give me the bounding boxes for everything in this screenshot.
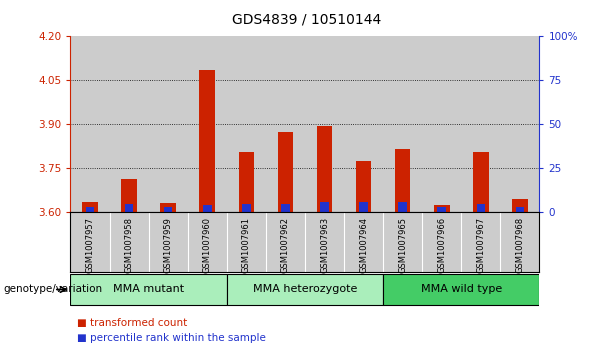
Bar (356, 161, 371, 212)
Bar (199, 70, 215, 212)
Text: GDS4839 / 10510144: GDS4839 / 10510144 (232, 13, 381, 27)
Text: GSM1007960: GSM1007960 (203, 217, 211, 273)
Text: MMA heterozygote: MMA heterozygote (253, 284, 357, 294)
Bar (512, 199, 528, 212)
Bar (473, 152, 489, 212)
Bar (398, 202, 407, 212)
Bar (238, 152, 254, 212)
Text: GSM1007964: GSM1007964 (359, 217, 368, 273)
Bar (516, 207, 524, 212)
Text: MMA wild type: MMA wild type (421, 284, 502, 294)
Bar (227, 274, 383, 305)
Bar (359, 202, 368, 212)
Bar (438, 207, 446, 212)
Bar (320, 202, 329, 212)
Text: GSM1007959: GSM1007959 (164, 217, 173, 273)
Text: genotype/variation: genotype/variation (3, 285, 102, 294)
Bar (121, 179, 137, 212)
Text: GSM1007963: GSM1007963 (320, 217, 329, 273)
Bar (278, 132, 293, 212)
Bar (164, 207, 172, 212)
Text: ■ transformed count: ■ transformed count (77, 318, 187, 328)
Text: GSM1007967: GSM1007967 (476, 217, 485, 273)
Text: ■ percentile rank within the sample: ■ percentile rank within the sample (77, 333, 265, 343)
Bar (125, 204, 134, 212)
Bar (86, 207, 94, 212)
Bar (161, 203, 176, 212)
Bar (242, 204, 251, 212)
Bar (317, 126, 332, 212)
Bar (383, 274, 539, 305)
Text: MMA mutant: MMA mutant (113, 284, 185, 294)
Text: GSM1007965: GSM1007965 (398, 217, 407, 273)
Bar (82, 202, 98, 212)
Bar (476, 204, 485, 212)
Bar (434, 205, 449, 212)
Bar (70, 274, 227, 305)
Text: GSM1007958: GSM1007958 (124, 217, 134, 273)
Bar (203, 205, 211, 212)
Text: GSM1007961: GSM1007961 (242, 217, 251, 273)
Text: GSM1007957: GSM1007957 (86, 217, 94, 273)
Text: GSM1007968: GSM1007968 (516, 217, 524, 273)
Bar (281, 204, 290, 212)
Text: GSM1007962: GSM1007962 (281, 217, 290, 273)
Bar (395, 149, 411, 212)
Text: GSM1007966: GSM1007966 (437, 217, 446, 273)
